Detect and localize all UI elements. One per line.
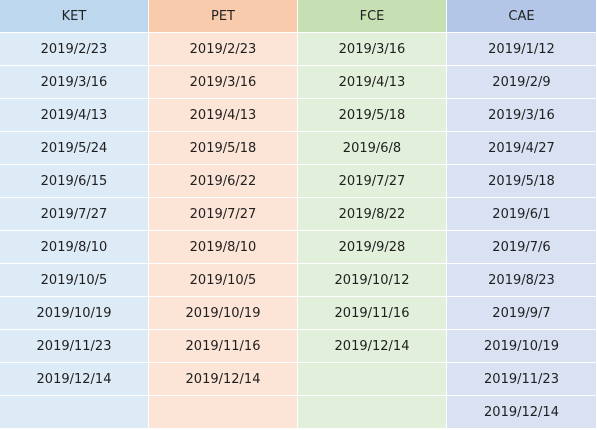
table-cell-pet: 2019/6/22: [149, 165, 298, 198]
table-cell-pet: 2019/10/5: [149, 264, 298, 297]
table-cell-pet: 2019/8/10: [149, 231, 298, 264]
table-cell-cae: 2019/10/19: [447, 330, 597, 363]
table-cell-cae: 2019/4/27: [447, 132, 597, 165]
table-cell-fce: 2019/8/22: [298, 198, 447, 231]
table-cell-cae: 2019/7/6: [447, 231, 597, 264]
table-cell-cae: 2019/11/23: [447, 363, 597, 396]
table-cell-fce: 2019/4/13: [298, 66, 447, 99]
table-cell-cae: 2019/3/16: [447, 99, 597, 132]
table-cell-fce: [298, 363, 447, 396]
table-cell-cae: 2019/8/23: [447, 264, 597, 297]
table-cell-fce: [298, 396, 447, 429]
table-cell-pet: 2019/5/18: [149, 132, 298, 165]
table-cell-pet: 2019/3/16: [149, 66, 298, 99]
table-cell-cae: 2019/12/14: [447, 396, 597, 429]
table-cell-pet: 2019/2/23: [149, 33, 298, 66]
table-cell-ket: 2019/10/5: [0, 264, 149, 297]
table-cell-cae: 2019/9/7: [447, 297, 597, 330]
table-cell-pet: 2019/11/16: [149, 330, 298, 363]
table-cell-pet: [149, 396, 298, 429]
table-cell-pet: 2019/7/27: [149, 198, 298, 231]
table-cell-pet: 2019/4/13: [149, 99, 298, 132]
table-cell-fce: 2019/11/16: [298, 297, 447, 330]
table-cell-ket: 2019/8/10: [0, 231, 149, 264]
table-cell-fce: 2019/10/12: [298, 264, 447, 297]
table-cell-cae: 2019/2/9: [447, 66, 597, 99]
table-cell-fce: 2019/12/14: [298, 330, 447, 363]
table-cell-fce: 2019/7/27: [298, 165, 447, 198]
table-cell-ket: 2019/3/16: [0, 66, 149, 99]
table-cell-fce: 2019/3/16: [298, 33, 447, 66]
table-cell-ket: 2019/6/15: [0, 165, 149, 198]
column-header-fce: FCE: [298, 0, 447, 33]
table-cell-ket: 2019/10/19: [0, 297, 149, 330]
table-cell-ket: 2019/7/27: [0, 198, 149, 231]
table-cell-ket: 2019/11/23: [0, 330, 149, 363]
table-cell-ket: 2019/12/14: [0, 363, 149, 396]
column-header-ket: KET: [0, 0, 149, 33]
table-cell-ket: 2019/4/13: [0, 99, 149, 132]
table-cell-cae: 2019/1/12: [447, 33, 597, 66]
table-cell-cae: 2019/6/1: [447, 198, 597, 231]
table-cell-ket: [0, 396, 149, 429]
table-cell-ket: 2019/2/23: [0, 33, 149, 66]
table-cell-pet: 2019/10/19: [149, 297, 298, 330]
table-cell-pet: 2019/12/14: [149, 363, 298, 396]
column-header-cae: CAE: [447, 0, 597, 33]
table-cell-fce: 2019/9/28: [298, 231, 447, 264]
column-header-pet: PET: [149, 0, 298, 33]
table-cell-cae: 2019/5/18: [447, 165, 597, 198]
table-cell-ket: 2019/5/24: [0, 132, 149, 165]
table-cell-fce: 2019/5/18: [298, 99, 447, 132]
table-cell-fce: 2019/6/8: [298, 132, 447, 165]
